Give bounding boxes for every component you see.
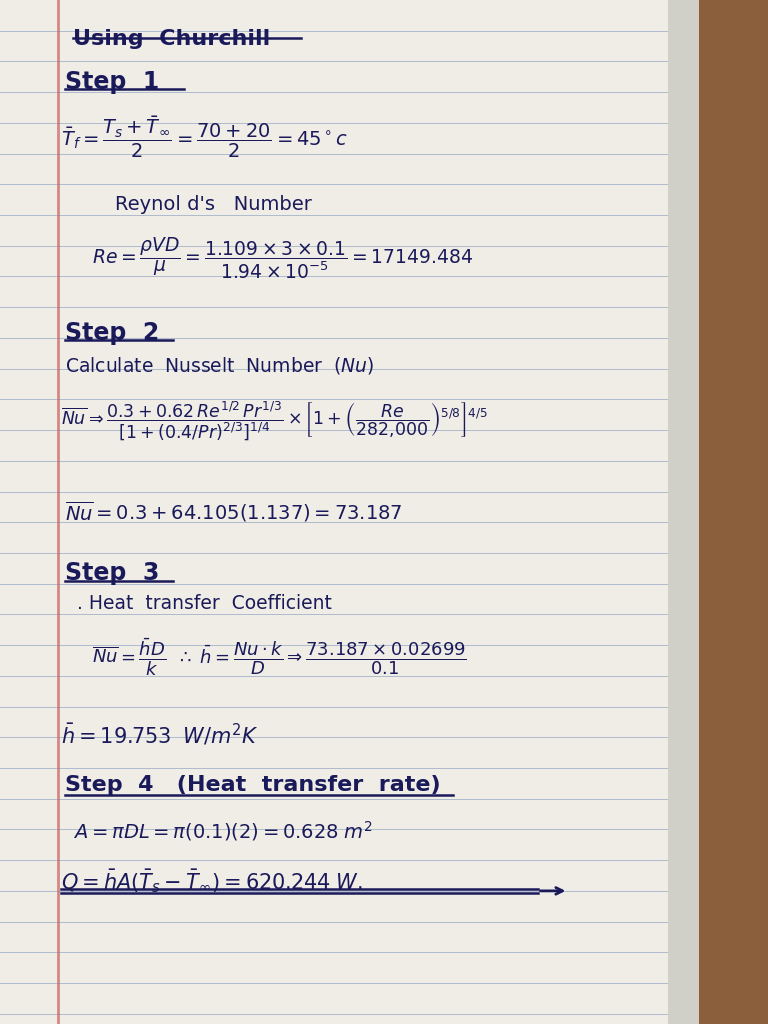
Text: $\overline{Nu} = \dfrac{\bar{h}D}{k} \;\;\therefore\; \bar{h} = \dfrac{Nu\cdot k: $\overline{Nu} = \dfrac{\bar{h}D}{k} \;\…	[92, 637, 467, 678]
Text: $Re = \dfrac{\rho V D}{\mu} = \dfrac{1.109 \times 3 \times 0.1}{1.94 \times 10^{: $Re = \dfrac{\rho V D}{\mu} = \dfrac{1.1…	[92, 236, 474, 281]
Text: $\bar{T}_{f} = \dfrac{T_s + \bar{T}_{\infty}}{2} = \dfrac{70+20}{2} = 45^\circ c: $\bar{T}_{f} = \dfrac{T_s + \bar{T}_{\in…	[61, 115, 349, 160]
Text: $\overline{Nu} \Rightarrow \dfrac{0.3 + 0.62\,Re^{1/2}\,Pr^{1/3}}{\left[1+(0.4/P: $\overline{Nu} \Rightarrow \dfrac{0.3 + …	[61, 400, 488, 443]
Text: $\bar{h} = 19.753 \;\; W/m^2 K$: $\bar{h} = 19.753 \;\; W/m^2 K$	[61, 722, 259, 746]
Text: Step  1: Step 1	[65, 70, 160, 94]
Text: $A =  \pi DL = \pi (0.1)(2) = 0.628 \; m^2$: $A = \pi DL = \pi (0.1)(2) = 0.628 \; m^…	[73, 819, 372, 844]
Bar	[668, 0, 699, 1024]
Text: Reynol d's   Number: Reynol d's Number	[115, 196, 312, 214]
Text: Step  4   (Heat  transfer  rate): Step 4 (Heat transfer rate)	[65, 775, 441, 796]
Text: $\overline{Nu} = 0.3 + 64.105\left(1.137\right) = 73.187$: $\overline{Nu} = 0.3 + 64.105\left(1.137…	[65, 500, 403, 524]
Text: Calculate  Nusselt  Number  $(Nu)$: Calculate Nusselt Number $(Nu)$	[65, 355, 374, 376]
Text: . Heat  transfer  Coefficient: . Heat transfer Coefficient	[77, 594, 332, 612]
Text: $Q = \bar{h}A(\bar{T}_s - \bar{T}_{\infty}) = 620.244 \; W.$: $Q = \bar{h}A(\bar{T}_s - \bar{T}_{\inft…	[61, 866, 363, 895]
Text: Step  3: Step 3	[65, 561, 160, 586]
Bar	[699, 0, 768, 1024]
Text: Using  Churchill: Using Churchill	[73, 29, 270, 49]
Text: Step  2: Step 2	[65, 321, 160, 345]
